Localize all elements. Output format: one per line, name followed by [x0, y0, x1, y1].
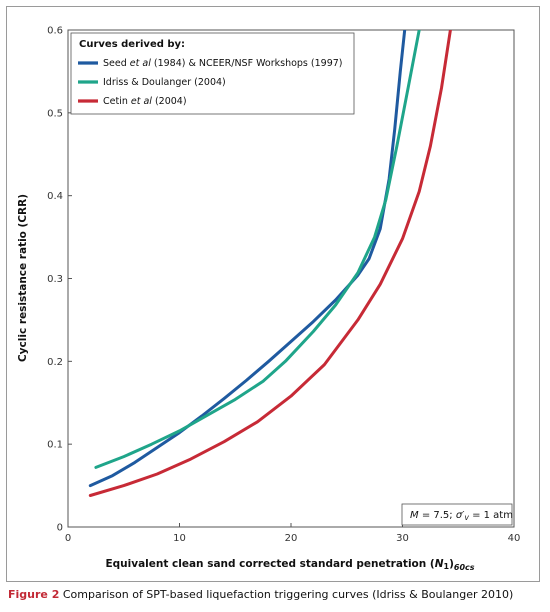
- y-tick-label: 0.3: [47, 274, 63, 285]
- caption-label: Figure 2: [8, 588, 60, 601]
- legend: Curves derived by: Seed et al (1984) & N…: [70, 32, 355, 115]
- y-tick-label: 0.5: [47, 108, 63, 119]
- y-tick-label: 0.6: [47, 26, 63, 37]
- y-tick-label: 0.2: [47, 357, 63, 368]
- note-text: M = 7.5; σ′v = 1 atm: [410, 510, 513, 522]
- note-box: [401, 503, 513, 526]
- legend-label-2: Idriss & Doulanger (2004): [103, 77, 226, 88]
- figure-caption: Figure 2 Comparison of SPT-based liquefa…: [8, 588, 548, 601]
- x-tick-label: 0: [65, 533, 71, 544]
- caption-text: Comparison of SPT-based liquefaction tri…: [59, 588, 514, 601]
- y-axis-title: Cyclic resistance ratio (CRR): [17, 194, 29, 362]
- y-tick-label: 0.4: [47, 191, 63, 202]
- legend-label-1: Seed et al (1984) & NCEER/NSF Workshops …: [103, 58, 343, 69]
- legend-box: [70, 32, 355, 115]
- series-line-3: [88, 30, 452, 497]
- x-tick-label: 10: [173, 533, 186, 544]
- y-tick-label: 0.1: [47, 440, 63, 451]
- x-axis-title: Equivalent clean sand corrected standard…: [105, 558, 474, 572]
- series-layer: [88, 30, 452, 497]
- chart: 0 10 20 30 40 0 0.1 0.2 0.3 0.4 0.5 0.6 Curves deri…: [17, 26, 521, 573]
- legend-title: Curves derived by:: [79, 39, 185, 50]
- x-tick-label: 40: [508, 533, 521, 544]
- series-line-2: [94, 30, 421, 469]
- conditions-note: M = 7.5; σ′v = 1 atm: [401, 503, 513, 526]
- y-tick-label: 0: [57, 523, 63, 534]
- x-tick-label: 30: [396, 533, 409, 544]
- legend-label-3: Cetin et al (2004): [103, 96, 187, 107]
- x-tick-label: 20: [285, 533, 298, 544]
